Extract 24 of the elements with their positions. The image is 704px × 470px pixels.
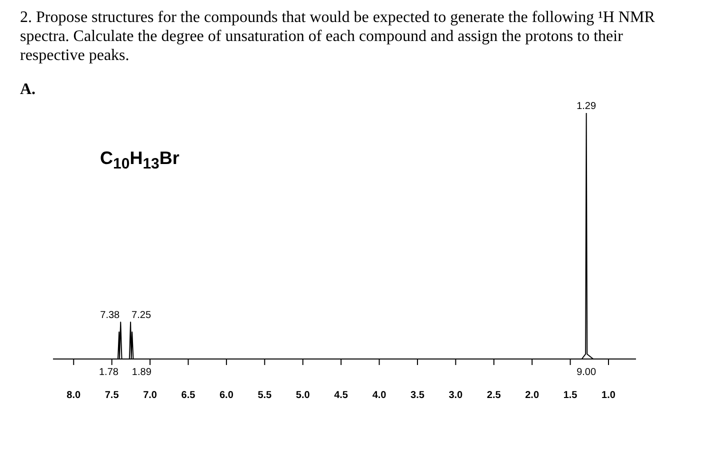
x-tick-label: 3.5 xyxy=(410,390,425,402)
x-tick-label: 1.0 xyxy=(602,390,616,402)
annotation: C$_{10}$H$_{13}$Br xyxy=(100,148,180,173)
x-tick-label: 5.5 xyxy=(258,390,272,402)
chart-subtitle: A. xyxy=(20,81,37,99)
annotation: 9.00 xyxy=(576,367,596,378)
x-tick-label: 8.0 xyxy=(66,390,82,402)
annotation: 1.29 xyxy=(576,101,596,112)
annotation: 7.38 xyxy=(100,310,120,322)
x-tick-label: 2.0 xyxy=(525,390,540,402)
x-tick-label: 5.0 xyxy=(296,390,310,402)
x-tick-label: 4.5 xyxy=(334,390,348,402)
x-tick-label: 7.5 xyxy=(104,390,120,402)
x-tick-label: 6.0 xyxy=(219,390,234,402)
chart-title: 2. Propose structures for the compounds that would be expected to generate the following ¹H NMR spectra. Calculate the degree of unsaturation of each compound and assign the protons to their respective peaks. xyxy=(19,8,656,65)
x-tick-label: 7.0 xyxy=(143,390,158,402)
x-tick-label: 2.5 xyxy=(486,390,502,402)
annotation: 1.89 xyxy=(132,367,152,378)
annotation: 7.25 xyxy=(132,310,152,322)
x-tick-label: 1.5 xyxy=(563,390,578,402)
x-tick-label: 6.5 xyxy=(181,390,196,402)
x-tick-label: 4.0 xyxy=(372,390,387,402)
x-tick-label: 3.0 xyxy=(448,390,464,402)
annotation: 1.78 xyxy=(99,367,119,378)
